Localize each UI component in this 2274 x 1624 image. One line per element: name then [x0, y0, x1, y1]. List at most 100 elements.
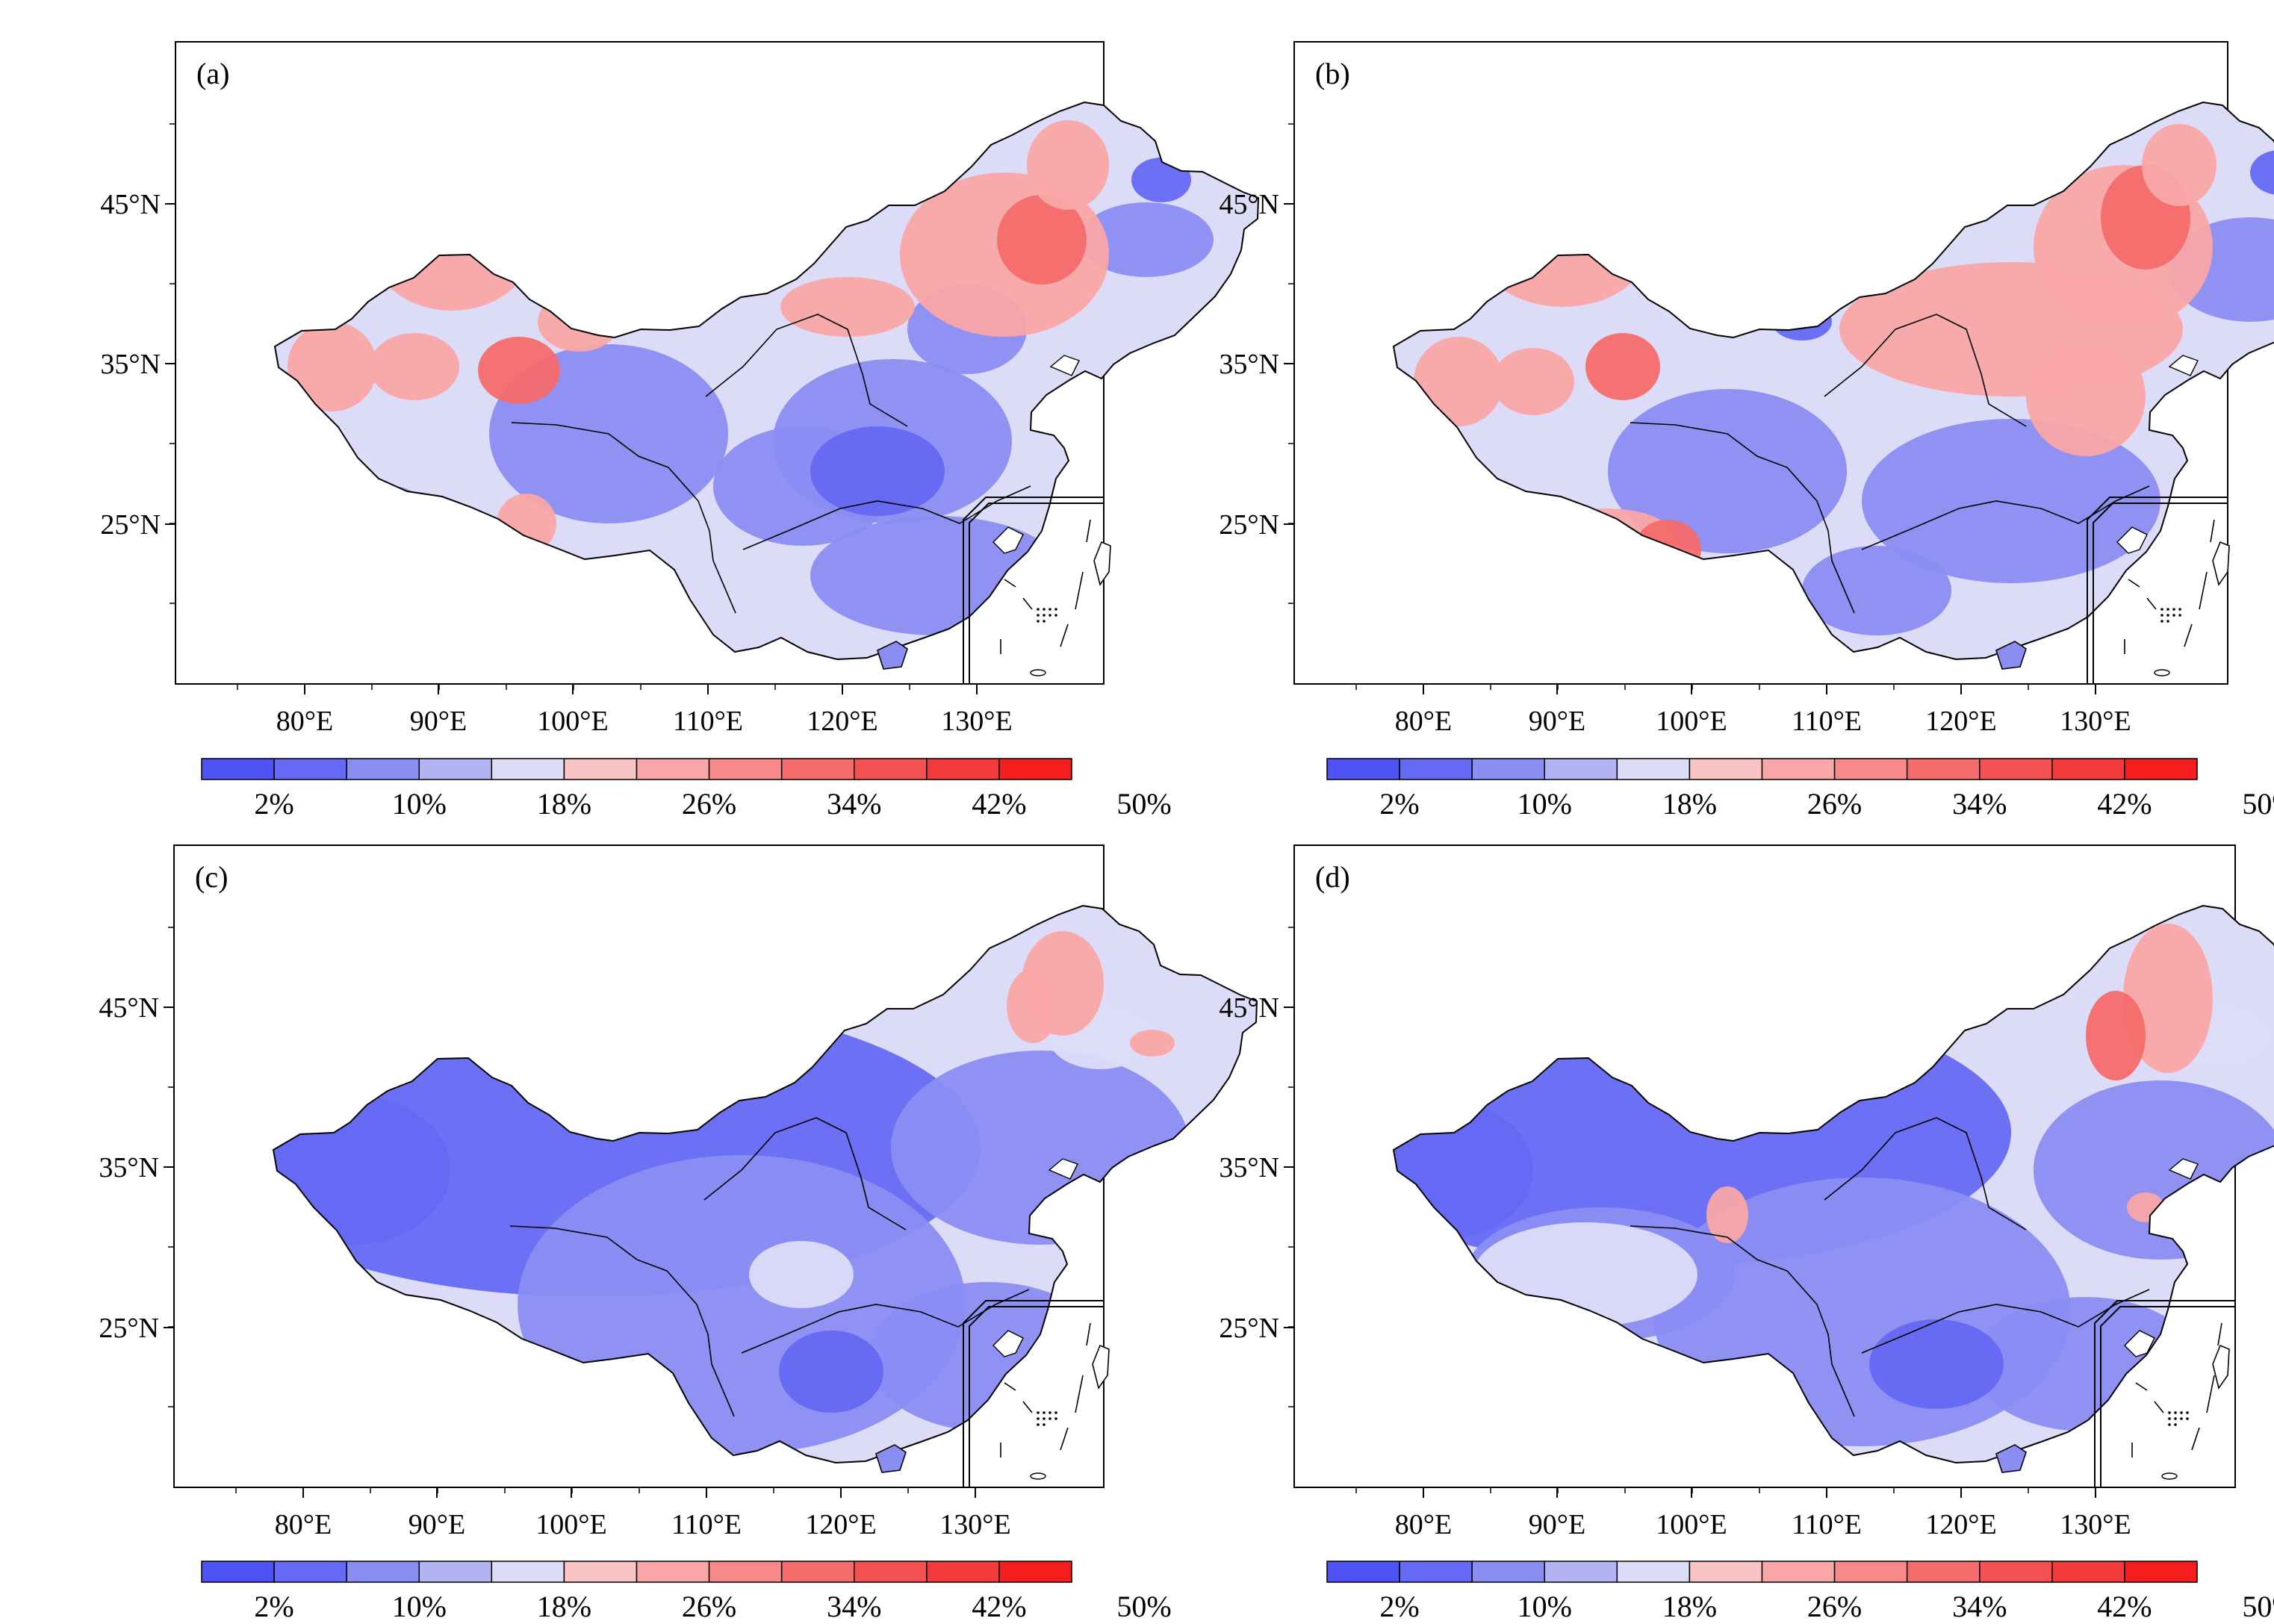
colorbar-swatch [926, 1561, 1000, 1583]
colorbar-swatch [491, 1561, 565, 1583]
longitude-label: 80°E [276, 706, 333, 737]
bohai-peninsula [2168, 1158, 2199, 1180]
longitude-label: 130°E [2060, 1509, 2131, 1540]
colorbar-swatch [1544, 1561, 1618, 1583]
colorbar-swatch [418, 758, 493, 780]
latitude-label: 25°N [1219, 509, 1279, 541]
colorbar-swatch [491, 758, 565, 780]
hainan-island [875, 1444, 907, 1473]
contour-region [997, 195, 1087, 284]
longitude-label: 100°E [535, 1509, 606, 1540]
colorbar-swatch [1979, 758, 2053, 780]
colorbar-swatch [1544, 758, 1618, 780]
colorbar-tick-label: 34% [1952, 787, 2007, 821]
colorbar-swatch [1761, 758, 1836, 780]
colorbar-tick-label: 42% [2097, 787, 2152, 821]
panel-label: (b) [1315, 57, 1350, 90]
colorbar-tick-label: 10% [1517, 787, 1572, 821]
contour-region [370, 333, 459, 400]
colorbar-tick-label: 18% [1662, 787, 1717, 821]
contour-region [1585, 333, 1660, 400]
map-panel: (d) 45°N 35°N 25°N 80°E 90°E 100°E 110°E 120°E 13… [1219, 844, 2274, 1540]
panel-label: (d) [1315, 860, 1350, 894]
country-outline [273, 101, 1260, 661]
contour-region [2142, 124, 2216, 206]
basin-boundary [1824, 1117, 2027, 1231]
colorbar-swatch [2124, 1561, 2198, 1583]
taiwan-island [2212, 541, 2230, 586]
bohai-peninsula [2168, 355, 2199, 376]
colorbar-swatch [1399, 758, 1473, 780]
panel-label: (c) [195, 860, 228, 894]
contour-region [1706, 1186, 1748, 1243]
colorbar-swatch [273, 758, 347, 780]
longitude-label: 120°E [1925, 1509, 1996, 1540]
longitude-label: 120°E [805, 1509, 876, 1540]
contour-region [592, 1170, 771, 1289]
colorbar-tick-label: 26% [682, 1590, 736, 1623]
colorbar-swatch [2051, 758, 2125, 780]
colorbar-swatch [1616, 1561, 1691, 1583]
contour-region [288, 322, 377, 411]
latitude-label: 25°N [100, 509, 161, 541]
contour-region [1027, 120, 1109, 210]
colorbar-tick-label: 42% [972, 1590, 1026, 1623]
basin-boundary [742, 485, 1031, 550]
longitude-label: 90°E [408, 1509, 465, 1540]
basin-boundary [509, 1225, 735, 1417]
colorbar-tick-label: 50% [1116, 1590, 1171, 1623]
map-panel: (c) 45°N 35°N 25°N 80°E 90°E 100°E 110°E 120°E 13… [99, 844, 1258, 1540]
basin-boundary [703, 1117, 907, 1231]
country-outline [1392, 101, 2274, 661]
colorbar-swatch [346, 1561, 420, 1583]
colorbar-tick-label: 10% [392, 787, 447, 821]
panel-label: (a) [196, 57, 229, 90]
colorbar-swatch [1689, 758, 1763, 780]
contour-region [780, 277, 915, 337]
colorbar-swatch [1399, 1561, 1473, 1583]
colorbar-swatch [2124, 758, 2198, 780]
colorbar-swatch [854, 1561, 928, 1583]
contour-region [478, 337, 560, 404]
longitude-label: 100°E [1656, 706, 1727, 737]
colorbar-swatch [273, 1561, 347, 1583]
longitude-label: 110°E [1792, 1509, 1862, 1540]
colorbar-tick-label: 42% [972, 787, 1026, 821]
colorbar-swatch [1833, 758, 1908, 780]
hainan-island [1995, 641, 2027, 670]
longitude-label: 80°E [1395, 706, 1452, 737]
contour-region [1130, 1030, 1175, 1057]
contour-region [2250, 150, 2274, 195]
colorbar-tick-label: 50% [2242, 1590, 2274, 1623]
longitude-label: 120°E [807, 706, 877, 737]
colorbar-tick-label: 18% [537, 1590, 591, 1623]
bohai-peninsula [1048, 1158, 1078, 1180]
bohai-peninsula [1049, 355, 1080, 376]
colorbar-tick-label: 34% [827, 787, 881, 821]
latitude-label: 35°N [100, 349, 161, 380]
map-panel: (b) 45°N 35°N 25°N 80°E 90°E 100°E 110°E 120°E 13… [1219, 41, 2274, 737]
country-outline [1392, 904, 2274, 1464]
colorbar-swatch [201, 1561, 275, 1583]
basin-boundary [741, 1289, 1030, 1354]
colorbar-tick-label: 42% [2097, 1590, 2152, 1623]
colorbar-swatch [1616, 758, 1691, 780]
colorbar-tick-label: 2% [254, 1590, 293, 1623]
basin-boundary [1630, 1225, 1855, 1417]
contour-region [749, 1241, 854, 1308]
colorbar-tick-label: 2% [1379, 787, 1419, 821]
colorbar-swatch [563, 1561, 638, 1583]
longitude-label: 90°E [1529, 706, 1585, 737]
longitude-label: 130°E [2060, 706, 2131, 737]
south-china-sea-inset [963, 497, 1104, 684]
colorbar-swatch [346, 758, 420, 780]
longitude-label: 130°E [939, 1509, 1010, 1540]
latitude-label: 35°N [1219, 349, 1279, 380]
colorbar-swatch [1326, 758, 1400, 780]
colorbar-tick-label: 10% [392, 1590, 447, 1623]
longitude-label: 110°E [1792, 706, 1862, 737]
latitude-label: 35°N [99, 1152, 159, 1183]
south-china-sea-inset [963, 1300, 1104, 1487]
south-china-sea-inset [2087, 497, 2228, 684]
latitude-label: 45°N [100, 189, 161, 220]
